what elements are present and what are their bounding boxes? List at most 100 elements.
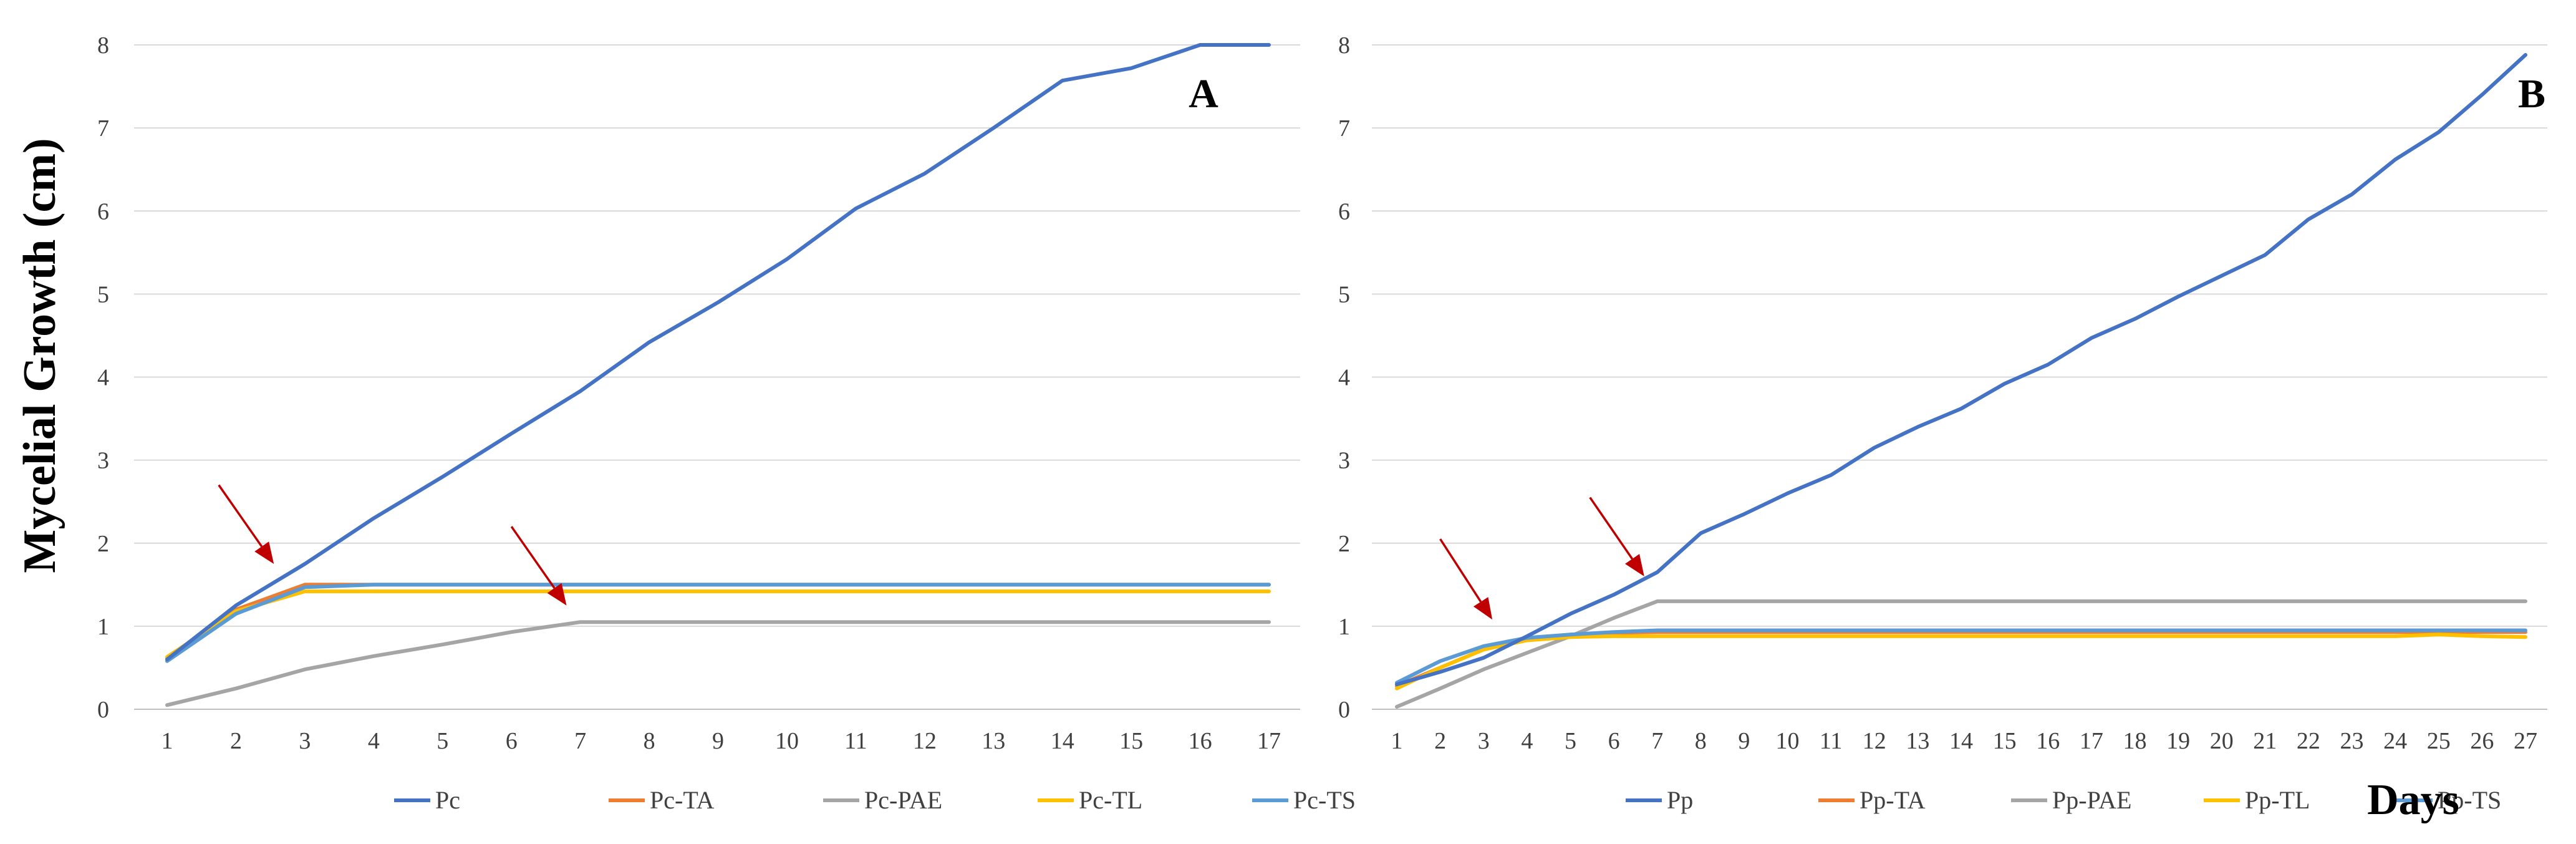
y-tick-label: 6	[1338, 198, 1350, 225]
y-tick-label: 4	[97, 365, 109, 391]
x-tick-label: 3	[299, 728, 311, 754]
x-tick-label: 2	[1434, 728, 1446, 754]
red-arrow-head	[254, 541, 274, 565]
x-tick-label: 6	[1608, 728, 1620, 754]
x-tick-label: 16	[1189, 728, 1212, 754]
series-line-pp-tl	[1395, 633, 2527, 691]
y-tick-label: 0	[1338, 697, 1350, 723]
red-arrow-shaft	[1439, 538, 1482, 603]
red-arrow-head	[1473, 597, 1493, 620]
x-tick-label: 4	[1521, 728, 1533, 754]
x-tick-label: 8	[644, 728, 655, 754]
x-tick-label: 10	[1776, 728, 1800, 754]
x-tick-label: 13	[982, 728, 1005, 754]
series-line-pc-tl	[165, 589, 1271, 659]
y-tick-label: 7	[1338, 115, 1350, 142]
x-axis-label-days: Days	[2367, 776, 2459, 824]
series-line-pp-pae	[1395, 599, 2527, 709]
legend-label-pc-ta: Pc-TA	[650, 786, 715, 814]
x-tick-label: 27	[2514, 728, 2537, 754]
y-tick-label: 8	[1338, 32, 1350, 59]
gridlines	[134, 44, 1300, 627]
x-tick-label: 17	[2080, 728, 2103, 754]
series-line-pc-pae	[165, 620, 1271, 707]
legend-label-pp-ts: Pp-TS	[2438, 786, 2501, 814]
legend-label-pc-ts: Pc-TS	[1293, 786, 1356, 814]
series-line-pp	[1395, 53, 2527, 687]
red-arrow	[510, 526, 567, 606]
y-tick-label: 5	[97, 281, 109, 308]
x-tick-label: 25	[2427, 728, 2451, 754]
y-tick-label: 1	[1338, 614, 1350, 640]
x-tick-label: 2	[230, 728, 242, 754]
legend-label-pp-pae: Pp-PAE	[2052, 786, 2131, 814]
series-line-pp-ts	[1395, 628, 2527, 685]
x-tick-label: 8	[1695, 728, 1707, 754]
y-tick-label: 2	[1338, 531, 1350, 557]
legend-label-pp: Pp	[1667, 786, 1693, 814]
legend-label-pc: Pc	[435, 786, 460, 814]
x-tick-label: 10	[775, 728, 799, 754]
x-tick-label: 7	[574, 728, 586, 754]
series-line-pc-ts	[165, 583, 1271, 663]
y-tick-label: 6	[97, 198, 109, 225]
y-tick-label: 0	[97, 697, 109, 723]
legend-label-pc-pae: Pc-PAE	[864, 786, 942, 814]
x-tick-label: 9	[1738, 728, 1750, 754]
x-tick-label: 5	[437, 728, 448, 754]
x-tick-label: 20	[2210, 728, 2234, 754]
x-tick-label: 13	[1906, 728, 1929, 754]
legend: Pc Pc-TA Pc-PAE Pc-TL Pc-TS	[394, 786, 1356, 814]
x-tick-label: 21	[2253, 728, 2277, 754]
y-tick-label: 5	[1338, 281, 1350, 308]
x-tick-label: 14	[1051, 728, 1074, 754]
legend-label-pp-ta: Pp-TA	[1860, 786, 1926, 814]
x-tick-label: 5	[1565, 728, 1576, 754]
x-tick-label: 12	[913, 728, 937, 754]
y-axis-label: Mycelial Growth (cm)	[14, 138, 65, 573]
red-arrow	[218, 484, 274, 565]
panel-letter-b: B	[2518, 71, 2545, 117]
y-tick-label: 3	[97, 448, 109, 474]
x-tick-label: 18	[2123, 728, 2146, 754]
gridlines	[1372, 44, 2547, 627]
x-tick-label: 15	[1993, 728, 2017, 754]
y-tick-label: 1	[97, 614, 109, 640]
red-arrow-shaft	[1589, 497, 1633, 560]
y-tick-label: 7	[97, 115, 109, 142]
x-tick-label: 1	[162, 728, 173, 754]
x-tick-label: 1	[1391, 728, 1403, 754]
red-arrow-shaft	[218, 484, 263, 548]
panel-letter-a: A	[1189, 71, 1218, 117]
y-tick-label: 8	[97, 32, 109, 59]
x-tick-label: 22	[2297, 728, 2320, 754]
x-tick-label: 4	[368, 728, 380, 754]
red-arrow	[1589, 497, 1644, 576]
series-line-pc	[165, 43, 1271, 662]
legend: Pp Pp-TA Pp-PAE Pp-TL Pp-TS	[1626, 786, 2501, 814]
y-tick-label: 4	[1338, 365, 1350, 391]
x-tick-label: 19	[2166, 728, 2190, 754]
legend-label-pp-tl: Pp-TL	[2245, 786, 2310, 814]
x-tick-label: 6	[506, 728, 518, 754]
legend-label-pc-tl: Pc-TL	[1079, 786, 1142, 814]
x-tick-label: 15	[1119, 728, 1143, 754]
red-arrow-head	[547, 583, 567, 606]
x-tick-label: 7	[1651, 728, 1663, 754]
x-tick-label: 23	[2340, 728, 2364, 754]
x-tick-label: 3	[1478, 728, 1490, 754]
y-tick-label: 2	[97, 531, 109, 557]
x-tick-label: 14	[1949, 728, 1973, 754]
x-tick-label: 12	[1863, 728, 1886, 754]
x-tick-label: 11	[1820, 728, 1843, 754]
x-tick-label: 9	[712, 728, 724, 754]
x-tick-label: 16	[2036, 728, 2060, 754]
y-tick-label: 3	[1338, 448, 1350, 474]
red-arrow-head	[1625, 554, 1644, 576]
x-tick-label: 24	[2383, 728, 2407, 754]
red-arrow-shaft	[510, 526, 556, 589]
